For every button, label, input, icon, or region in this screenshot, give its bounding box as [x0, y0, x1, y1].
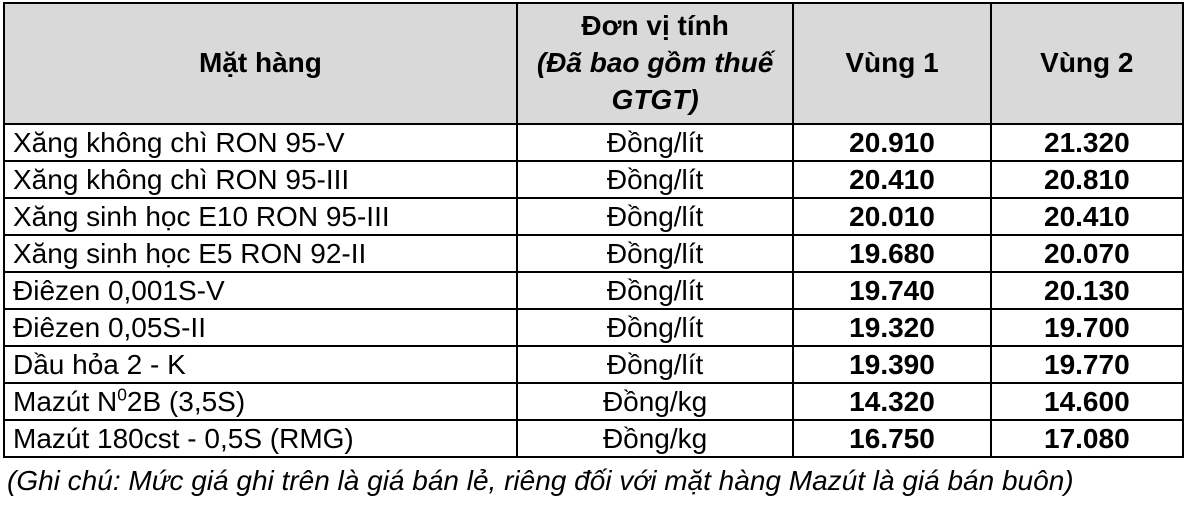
region2-price: 20.130	[989, 271, 1185, 310]
product-name: Xăng sinh học E10 RON 95-III	[3, 197, 518, 236]
header-region1: Vùng 1	[792, 2, 992, 125]
product-name: Điêzen 0,001S-V	[3, 271, 518, 310]
product-name-part: Mazút N	[13, 385, 118, 417]
product-name-superscript: 0	[117, 384, 127, 405]
region1-price: 20.010	[792, 197, 992, 236]
footnote: (Ghi chú: Mức giá ghi trên là giá bán lẻ…	[7, 465, 1074, 496]
unit-value: Đồng/lít	[515, 271, 795, 310]
table-row: Xăng không chì RON 95-III Đồng/lít 20.41…	[3, 160, 1185, 199]
region2-price: 19.770	[989, 345, 1185, 384]
table-row: Xăng sinh học E5 RON 92-II Đồng/lít 19.6…	[3, 234, 1185, 273]
region2-price: 17.080	[989, 419, 1185, 458]
product-name: Xăng không chì RON 95-V	[3, 123, 518, 162]
unit-value: Đồng/lít	[515, 308, 795, 347]
region1-price: 19.390	[792, 345, 992, 384]
region1-price: 20.410	[792, 160, 992, 199]
header-product: Mặt hàng	[3, 2, 518, 125]
product-name: Mazút N02B (3,5S)	[3, 382, 518, 421]
product-name: Mazút 180cst - 0,5S (RMG)	[3, 419, 518, 458]
unit-value: Đồng/lít	[515, 345, 795, 384]
unit-value: Đồng/lít	[515, 123, 795, 162]
table-row: Dầu hỏa 2 - K Đồng/lít 19.390 19.770	[3, 345, 1185, 384]
table-row: Mazút 180cst - 0,5S (RMG) Đồng/kg 16.750…	[3, 419, 1185, 458]
product-name-part: 2B (3,5S)	[126, 385, 246, 417]
product-name: Xăng không chì RON 95-III	[3, 160, 518, 199]
unit-value: Đồng/kg	[515, 382, 795, 421]
header-row: Mặt hàng Đơn vị tính (Đã bao gồm thuế GT…	[3, 2, 1185, 125]
region1-price: 14.320	[792, 382, 992, 421]
region1-price: 19.320	[792, 308, 992, 347]
region2-price: 14.600	[989, 382, 1185, 421]
header-unit: Đơn vị tính (Đã bao gồm thuế GTGT)	[515, 2, 795, 125]
region1-price: 20.910	[792, 123, 992, 162]
header-region2: Vùng 2	[989, 2, 1185, 125]
region1-price: 16.750	[792, 419, 992, 458]
table-row: Điêzen 0,05S-II Đồng/lít 19.320 19.700	[3, 308, 1185, 347]
table-row: Mazút N02B (3,5S) Đồng/kg 14.320 14.600	[3, 382, 1185, 421]
product-name: Điêzen 0,05S-II	[3, 308, 518, 347]
header-unit-title: Đơn vị tính	[581, 10, 729, 42]
table-row: Xăng sinh học E10 RON 95-III Đồng/lít 20…	[3, 197, 1185, 236]
product-name: Xăng sinh học E5 RON 92-II	[3, 234, 518, 273]
table-row: Điêzen 0,001S-V Đồng/lít 19.740 20.130	[3, 271, 1185, 310]
region2-price: 20.410	[989, 197, 1185, 236]
region1-price: 19.680	[792, 234, 992, 273]
unit-value: Đồng/lít	[515, 234, 795, 273]
fuel-price-table: Mặt hàng Đơn vị tính (Đã bao gồm thuế GT…	[3, 2, 1185, 458]
region2-price: 21.320	[989, 123, 1185, 162]
unit-value: Đồng/lít	[515, 197, 795, 236]
header-unit-subtitle: (Đã bao gồm thuế GTGT)	[536, 47, 774, 115]
product-name: Dầu hỏa 2 - K	[3, 345, 518, 384]
region1-price: 19.740	[792, 271, 992, 310]
unit-value: Đồng/kg	[515, 419, 795, 458]
region2-price: 20.070	[989, 234, 1185, 273]
region2-price: 20.810	[989, 160, 1185, 199]
unit-value: Đồng/lít	[515, 160, 795, 199]
table-row: Xăng không chì RON 95-V Đồng/lít 20.910 …	[3, 123, 1185, 162]
region2-price: 19.700	[989, 308, 1185, 347]
